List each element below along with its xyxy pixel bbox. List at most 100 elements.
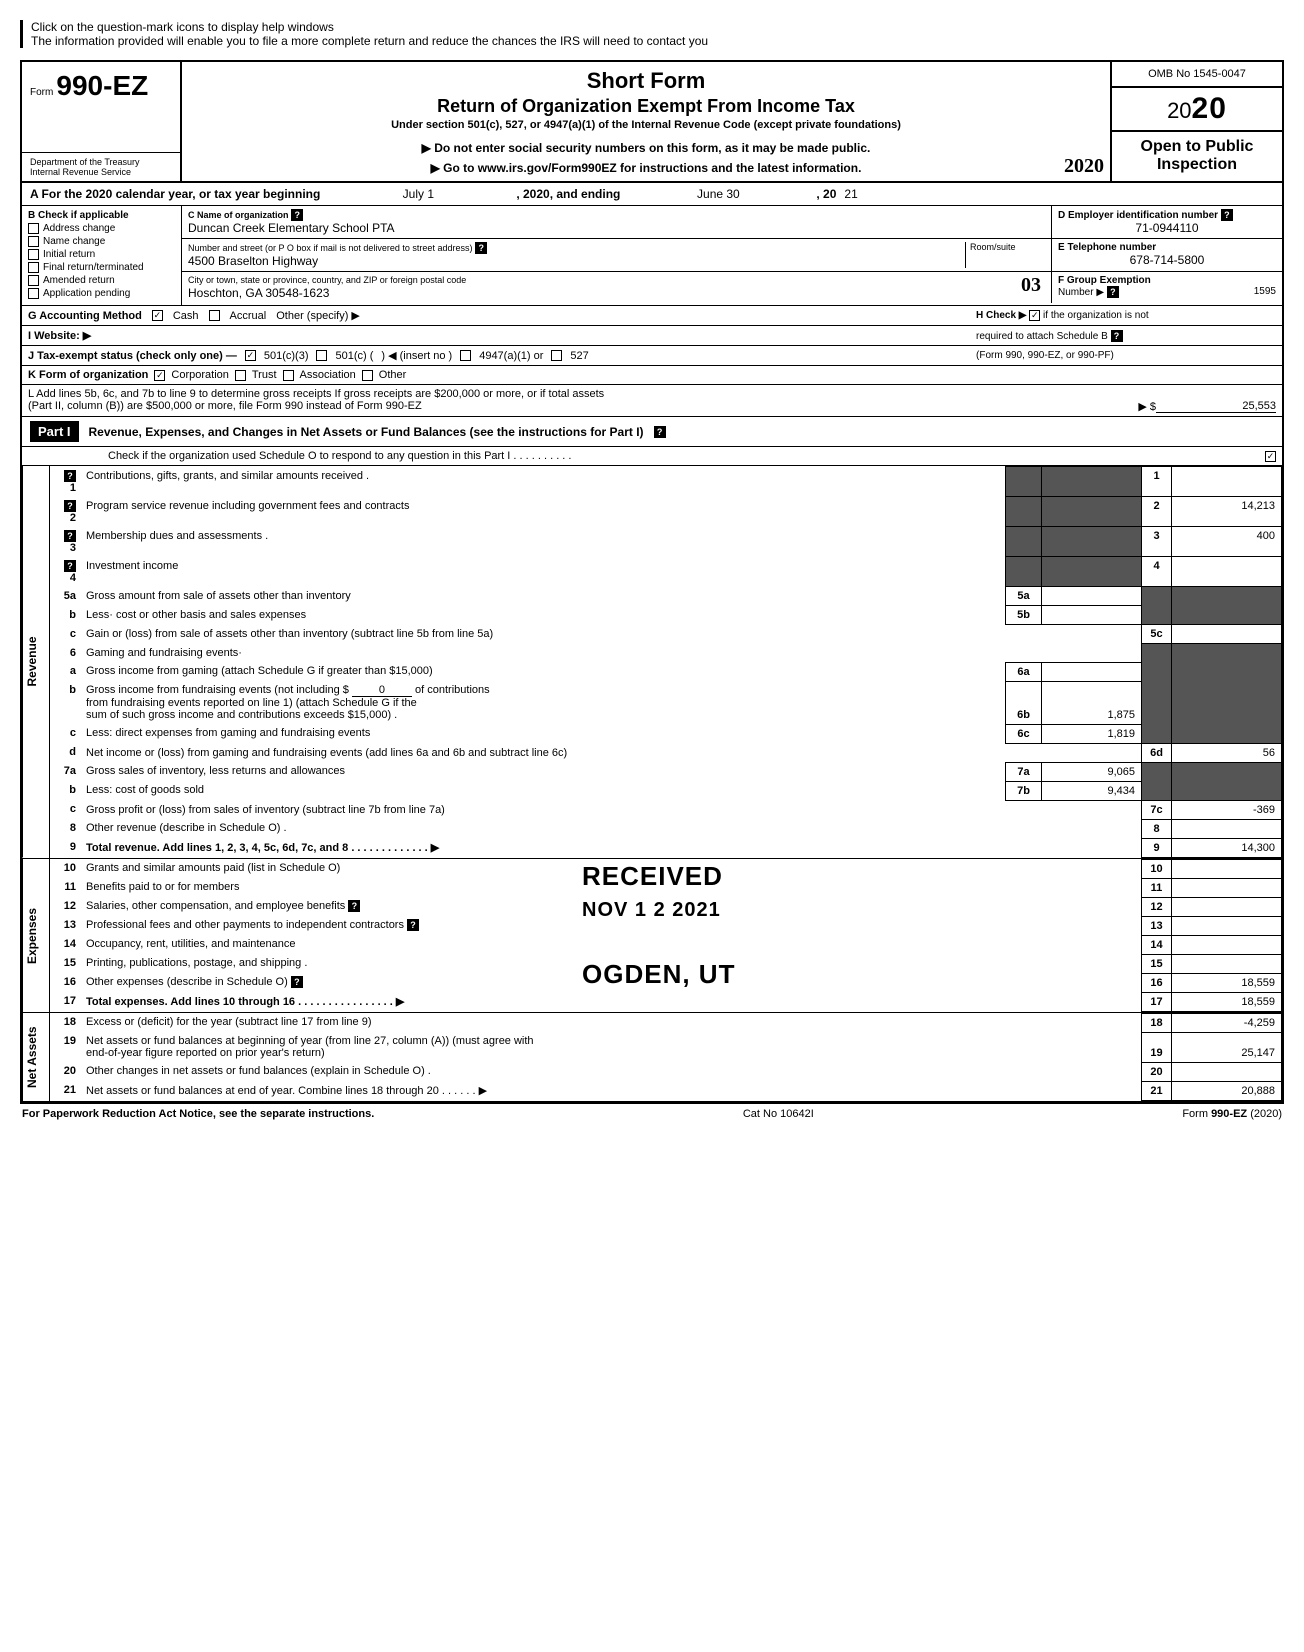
checkbox-application-pending[interactable]: [28, 288, 39, 299]
line-6a-amt: [1042, 662, 1142, 681]
ln: 4: [70, 572, 76, 584]
sub-num: 5b: [1006, 606, 1042, 625]
ln: b: [50, 606, 80, 625]
checkbox-name-change[interactable]: [28, 236, 39, 247]
checkbox-association[interactable]: [283, 370, 294, 381]
j-opt4: 527: [570, 350, 588, 362]
ln: c: [50, 800, 80, 819]
checkbox-final-return[interactable]: [28, 262, 39, 273]
street-value: 4500 Braselton Highway: [188, 254, 318, 268]
help-icon[interactable]: ?: [291, 209, 303, 221]
line-6d-desc: Net income or (loss) from gaming and fun…: [80, 743, 1142, 762]
ln: 6: [50, 644, 80, 663]
title-section: Under section 501(c), 527, or 4947(a)(1)…: [192, 119, 1100, 131]
line-15-amt: [1172, 954, 1282, 973]
line-12-desc: Salaries, other compensation, and employ…: [86, 900, 345, 912]
ln: 1: [70, 482, 76, 494]
line-11-amt: [1172, 878, 1282, 897]
line-20-desc: Other changes in net assets or fund bala…: [80, 1062, 1142, 1081]
help-icon[interactable]: ?: [475, 242, 487, 254]
ln: 18: [50, 1013, 80, 1032]
org-name: Duncan Creek Elementary School PTA: [188, 221, 395, 235]
help-icon[interactable]: ?: [64, 560, 76, 572]
line-k: K Form of organization ✓Corporation Trus…: [22, 366, 1282, 385]
ln: 20: [50, 1062, 80, 1081]
checkbox-4947a1[interactable]: [460, 350, 471, 361]
line-5b-desc: Less· cost or other basis and sales expe…: [80, 606, 1006, 625]
phone-value: 678-714-5800: [1058, 253, 1276, 267]
line-1-desc: Contributions, gifts, grants, and simila…: [80, 467, 1006, 497]
help-icon[interactable]: ?: [654, 426, 666, 438]
line-6c-desc: Less: direct expenses from gaming and fu…: [80, 724, 1006, 743]
ln: 12: [50, 897, 80, 916]
t: of contributions: [415, 684, 490, 696]
l-arrow: ▶ $: [1138, 400, 1156, 413]
col-num: 12: [1142, 897, 1172, 916]
line-1-amt: [1172, 467, 1282, 497]
line-10-desc: Grants and similar amounts paid (list in…: [80, 859, 1142, 878]
help-icon[interactable]: ?: [291, 976, 303, 988]
checkbox-501c3[interactable]: ✓: [245, 350, 256, 361]
city-label: City or town, state or province, country…: [188, 275, 466, 285]
t: sum of such gross income and contributio…: [86, 709, 397, 721]
line-8-amt: [1172, 819, 1282, 838]
line-a: A For the 2020 calendar year, or tax yea…: [22, 183, 1282, 206]
checkbox-527[interactable]: [551, 350, 562, 361]
ln: a: [50, 662, 80, 681]
line-19-amt: 25,147: [1172, 1032, 1282, 1062]
notice-link: ▶ Go to www.irs.gov/Form990EZ for instru…: [192, 161, 1100, 175]
ln: 16: [50, 973, 80, 992]
f-label: F Group Exemption: [1058, 275, 1151, 286]
part-1-check-text: Check if the organization used Schedule …: [108, 450, 1259, 462]
help-icon[interactable]: ?: [64, 470, 76, 482]
line-7b-desc: Less: cost of goods sold: [80, 781, 1006, 800]
checkbox-amended-return[interactable]: [28, 275, 39, 286]
checkbox-501c[interactable]: [316, 350, 327, 361]
line-11-desc: Benefits paid to or for members: [80, 878, 1142, 897]
line-7b-amt: 9,434: [1042, 781, 1142, 800]
checkbox-initial-return[interactable]: [28, 249, 39, 260]
g-label: G Accounting Method: [28, 310, 142, 322]
checkbox-trust[interactable]: [235, 370, 246, 381]
checkbox-other-org[interactable]: [362, 370, 373, 381]
year-prefix: 20: [1167, 98, 1191, 123]
checkbox-address-change[interactable]: [28, 223, 39, 234]
checkbox-cash[interactable]: ✓: [152, 310, 163, 321]
hint-line-1: Click on the question-mark icons to disp…: [31, 20, 1284, 34]
col-num: 11: [1142, 878, 1172, 897]
k-other: Other: [379, 369, 407, 381]
e-label: E Telephone number: [1058, 242, 1156, 253]
checkbox-schedule-b[interactable]: ✓: [1029, 310, 1040, 321]
checkbox-schedule-o[interactable]: ✓: [1265, 451, 1276, 462]
line-13-amt: [1172, 916, 1282, 935]
line-a-label: A For the 2020 calendar year, or tax yea…: [30, 187, 320, 201]
handwritten-year: 2020: [1064, 155, 1104, 178]
help-icon[interactable]: ?: [64, 500, 76, 512]
form-990ez: Form 990-EZ Department of the Treasury I…: [20, 60, 1284, 1104]
part-1-header: Part I Revenue, Expenses, and Changes in…: [22, 417, 1282, 447]
line-i: I Website: ▶ required to attach Schedule…: [22, 326, 1282, 346]
help-icon[interactable]: ?: [1107, 286, 1119, 298]
h-text3: required to attach Schedule B: [976, 331, 1108, 342]
line-17-amt: 18,559: [1172, 992, 1282, 1011]
k-trust: Trust: [252, 369, 277, 381]
k-label: K Form of organization: [28, 369, 148, 381]
help-icon[interactable]: ?: [64, 530, 76, 542]
col-num: 19: [1142, 1032, 1172, 1062]
section-cdef: C Name of organization ? Duncan Creek El…: [182, 206, 1282, 305]
line-7c-desc: Gross profit or (loss) from sales of inv…: [80, 800, 1142, 819]
form-prefix: Form: [30, 87, 53, 98]
part-1-check-line: Check if the organization used Schedule …: [22, 447, 1282, 466]
revenue-section: Revenue ? 1Contributions, gifts, grants,…: [22, 466, 1282, 859]
line-5b-amt: [1042, 606, 1142, 625]
help-icon[interactable]: ?: [1221, 209, 1233, 221]
line-g-h: G Accounting Method ✓Cash Accrual Other …: [22, 306, 1282, 326]
checkbox-corporation[interactable]: ✓: [154, 370, 165, 381]
c-name-label: C Name of organization: [188, 210, 289, 220]
help-icon[interactable]: ?: [1111, 330, 1123, 342]
checkbox-accrual[interactable]: [209, 310, 220, 321]
help-icon[interactable]: ?: [348, 900, 360, 912]
ln: 7a: [50, 762, 80, 781]
help-icon[interactable]: ?: [407, 919, 419, 931]
footer-right: Form 990-EZ (2020): [1182, 1108, 1282, 1120]
